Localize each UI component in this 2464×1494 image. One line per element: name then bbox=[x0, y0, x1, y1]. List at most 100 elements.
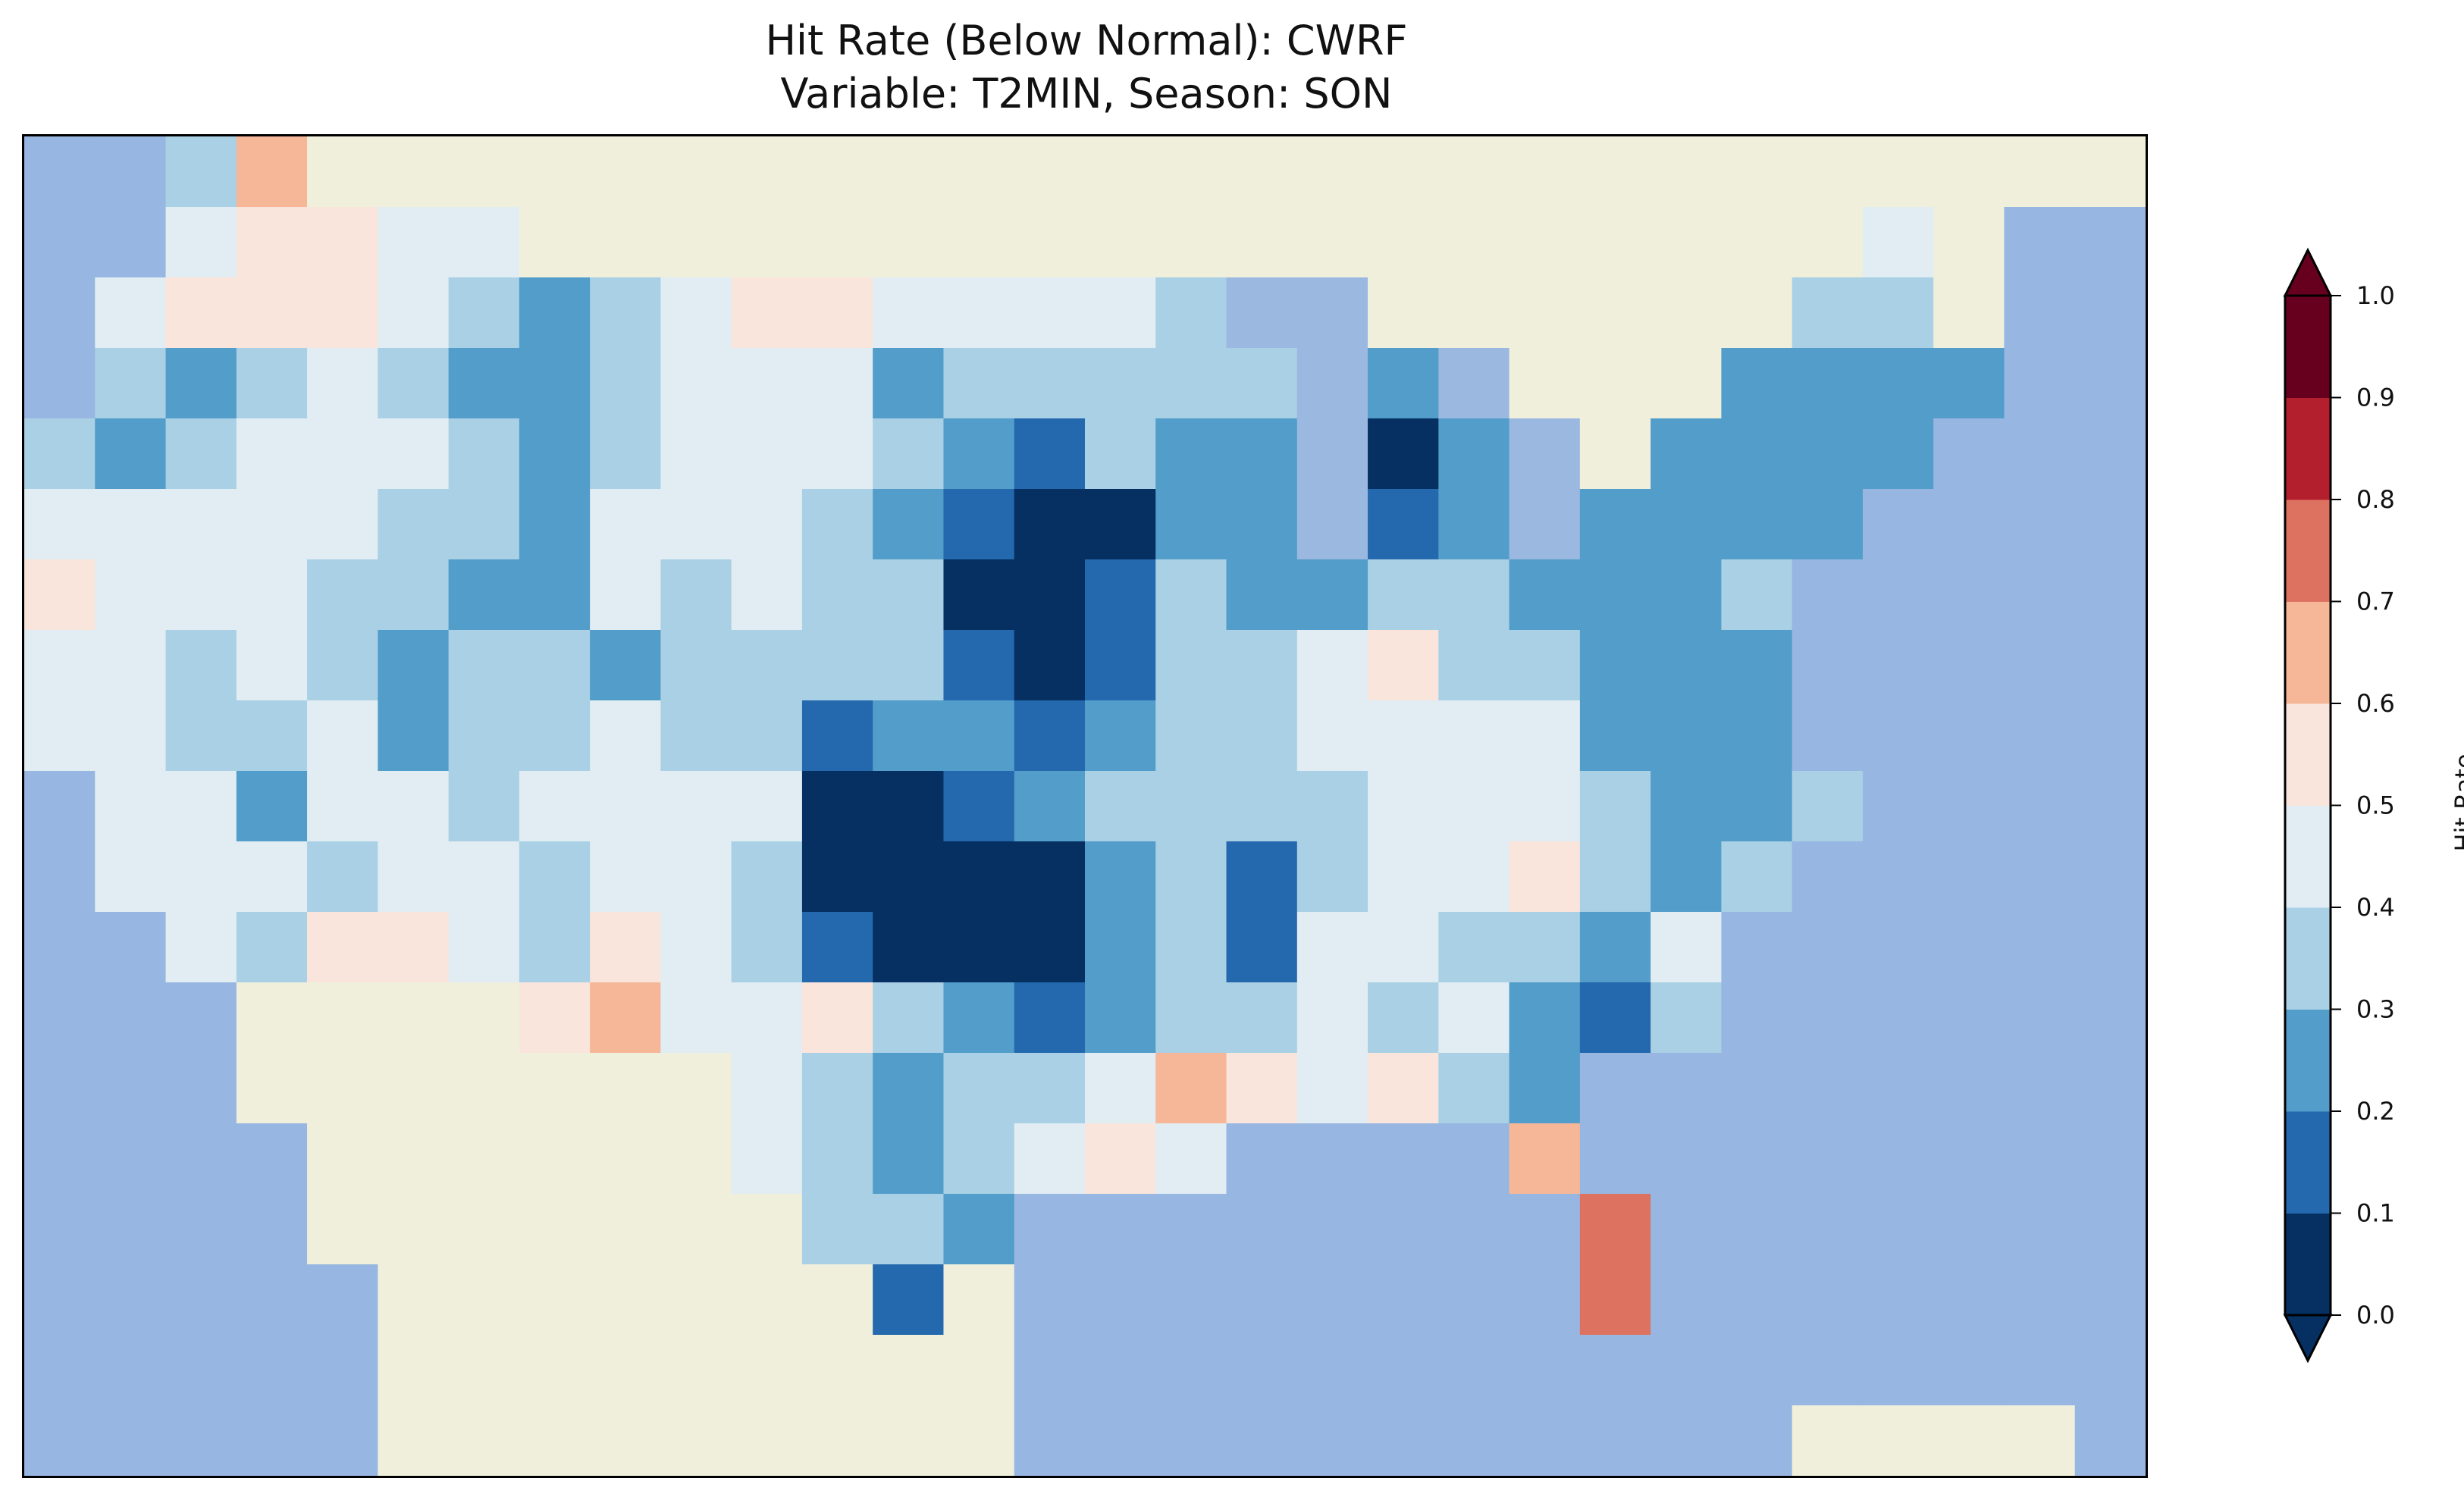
land-cell bbox=[448, 1335, 520, 1406]
hit-rate-cell bbox=[1792, 771, 1864, 842]
hit-rate-cell bbox=[1651, 418, 1722, 490]
hit-rate-cell bbox=[1085, 418, 1156, 490]
hit-rate-cell bbox=[1085, 277, 1156, 349]
lake-cell bbox=[1509, 489, 1581, 560]
land-cell bbox=[731, 1335, 803, 1406]
hit-rate-cell bbox=[873, 771, 945, 842]
hit-rate-cell bbox=[1014, 771, 1086, 842]
hit-rate-cell bbox=[1155, 771, 1227, 842]
hit-rate-cell bbox=[731, 559, 803, 631]
hit-rate-cell bbox=[448, 771, 520, 842]
hit-rate-cell bbox=[1438, 912, 1510, 983]
hit-rate-cell bbox=[1862, 348, 1934, 419]
chart-title-line-1: Hit Rate (Below Normal): CWRF bbox=[765, 17, 1408, 64]
hit-rate-cell bbox=[165, 630, 237, 701]
land-cell bbox=[1579, 136, 1651, 208]
hit-rate-cell bbox=[448, 348, 520, 419]
land-cell bbox=[1438, 136, 1510, 208]
hit-rate-cell bbox=[1579, 1264, 1651, 1336]
ocean-cell bbox=[2074, 559, 2146, 631]
hit-rate-cell bbox=[1933, 348, 2005, 419]
ocean-cell bbox=[1438, 1264, 1510, 1336]
colorbar-segment bbox=[2285, 907, 2331, 1010]
hit-rate-cell bbox=[1438, 489, 1510, 560]
hit-rate-cell bbox=[1368, 1053, 1439, 1124]
lake-cell bbox=[1296, 418, 1368, 490]
land-cell bbox=[943, 1405, 1015, 1476]
hit-rate-cell bbox=[731, 630, 803, 701]
land-cell bbox=[236, 1053, 308, 1124]
ocean-cell bbox=[1862, 841, 1934, 913]
ocean-cell bbox=[1226, 1123, 1298, 1195]
land-cell bbox=[590, 1335, 661, 1406]
ocean-cell bbox=[2004, 841, 2076, 913]
ocean-cell bbox=[236, 1264, 308, 1336]
ocean-cell bbox=[1721, 1335, 1793, 1406]
colorbar-segment bbox=[2285, 1111, 2331, 1214]
land-cell bbox=[307, 1194, 378, 1265]
colorbar-tick-label: 0.7 bbox=[2356, 587, 2395, 616]
hit-rate-cell bbox=[1579, 630, 1651, 701]
map-panel bbox=[22, 134, 2148, 1478]
hit-rate-cell bbox=[307, 630, 378, 701]
hit-rate-cell bbox=[236, 418, 308, 490]
hit-rate-cell bbox=[1014, 1053, 1086, 1124]
land-cell bbox=[943, 136, 1015, 208]
land-cell bbox=[519, 1405, 591, 1476]
hit-rate-cell bbox=[801, 841, 873, 913]
hit-rate-cell bbox=[1438, 700, 1510, 772]
land-cell bbox=[590, 1053, 661, 1124]
hit-rate-cell bbox=[943, 841, 1015, 913]
ocean-cell bbox=[2004, 348, 2076, 419]
ocean-cell bbox=[1085, 1264, 1156, 1336]
hit-rate-cell bbox=[1438, 559, 1510, 631]
hit-rate-cell bbox=[660, 559, 732, 631]
ocean-cell bbox=[1368, 1335, 1439, 1406]
land-cell bbox=[590, 1194, 661, 1265]
colorbar-tick-label: 0.2 bbox=[2356, 1097, 2395, 1126]
hit-rate-cell bbox=[731, 771, 803, 842]
ocean-cell bbox=[1862, 1053, 1934, 1124]
hit-rate-cell bbox=[1014, 630, 1086, 701]
hit-rate-cell bbox=[590, 700, 661, 772]
hit-rate-cell bbox=[1085, 1053, 1156, 1124]
hit-rate-cell bbox=[943, 700, 1015, 772]
ocean-cell bbox=[24, 207, 96, 278]
ocean-cell bbox=[165, 1335, 237, 1406]
hit-rate-cell bbox=[1368, 418, 1439, 490]
hit-rate-cell bbox=[801, 1053, 873, 1124]
hit-rate-cell bbox=[660, 912, 732, 983]
hit-rate-cell bbox=[378, 559, 450, 631]
hit-rate-cell bbox=[1155, 559, 1227, 631]
land-cell bbox=[1155, 207, 1227, 278]
ocean-cell bbox=[2074, 982, 2146, 1054]
hit-rate-cell bbox=[1226, 982, 1298, 1054]
land-cell bbox=[378, 136, 450, 208]
ocean-cell bbox=[165, 1194, 237, 1265]
ocean-cell bbox=[1438, 1194, 1510, 1265]
hit-rate-cell bbox=[1509, 912, 1581, 983]
hit-rate-cell bbox=[660, 771, 732, 842]
hit-rate-cell bbox=[801, 418, 873, 490]
hit-rate-cell bbox=[1085, 348, 1156, 419]
ocean-cell bbox=[2004, 1194, 2076, 1265]
ocean-cell bbox=[1933, 912, 2005, 983]
hit-rate-cell bbox=[24, 700, 96, 772]
hit-rate-cell bbox=[660, 630, 732, 701]
land-cell bbox=[1155, 136, 1227, 208]
land-cell bbox=[1438, 207, 1510, 278]
hit-rate-cell bbox=[1509, 559, 1581, 631]
lake-cell bbox=[1509, 418, 1581, 490]
hit-rate-cell bbox=[448, 559, 520, 631]
ocean-cell bbox=[1862, 771, 1934, 842]
colorbar-tick-label: 0.5 bbox=[2356, 791, 2395, 820]
ocean-cell bbox=[95, 1053, 167, 1124]
hit-rate-cell bbox=[378, 771, 450, 842]
ocean-cell bbox=[2074, 912, 2146, 983]
hit-rate-cell bbox=[1792, 418, 1864, 490]
land-cell bbox=[873, 1335, 945, 1406]
ocean-cell bbox=[307, 1264, 378, 1336]
land-cell bbox=[943, 1335, 1015, 1406]
hit-rate-cell bbox=[873, 700, 945, 772]
hit-rate-cell bbox=[519, 630, 591, 701]
